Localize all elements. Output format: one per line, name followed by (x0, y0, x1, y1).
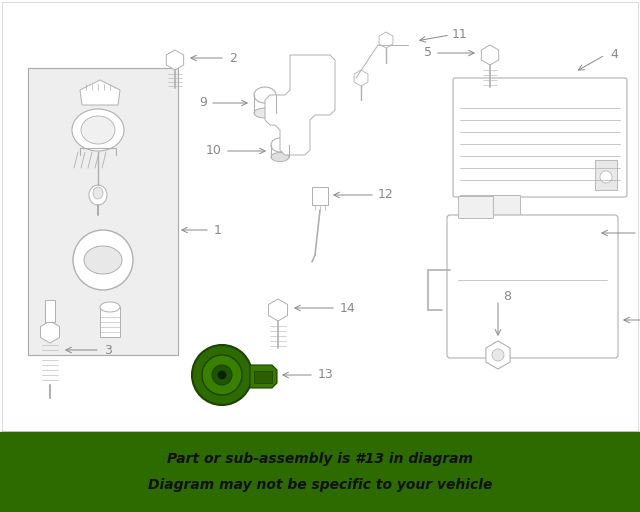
Circle shape (492, 349, 504, 361)
Text: Part or sub-assembly is #13 in diagram: Part or sub-assembly is #13 in diagram (167, 452, 473, 466)
Text: 3: 3 (104, 344, 112, 356)
Text: 5: 5 (424, 47, 432, 59)
FancyBboxPatch shape (453, 78, 627, 197)
Text: 8: 8 (503, 290, 511, 304)
Ellipse shape (81, 116, 115, 144)
Polygon shape (40, 321, 60, 343)
Text: Diagram may not be specific to your vehicle: Diagram may not be specific to your vehi… (148, 478, 492, 492)
Polygon shape (166, 50, 184, 70)
Polygon shape (481, 45, 499, 65)
Text: 10: 10 (206, 144, 222, 158)
Polygon shape (379, 32, 393, 48)
Text: 4: 4 (610, 48, 618, 60)
Polygon shape (265, 55, 335, 155)
Text: 2: 2 (229, 52, 237, 65)
Bar (595, 160, 617, 190)
Bar (254, 371, 272, 383)
Ellipse shape (573, 228, 587, 238)
Ellipse shape (84, 246, 122, 274)
Circle shape (73, 230, 133, 290)
Text: 13: 13 (318, 369, 333, 381)
Ellipse shape (254, 87, 276, 103)
Circle shape (218, 371, 226, 379)
Bar (564, 219, 596, 247)
Polygon shape (250, 365, 277, 388)
Text: 12: 12 (378, 188, 394, 202)
FancyBboxPatch shape (447, 215, 618, 358)
Text: 14: 14 (340, 302, 356, 314)
Text: 1: 1 (214, 224, 222, 237)
Bar (28, 68, 178, 355)
Bar (0, 432, 640, 512)
Bar (45, 300, 55, 322)
Ellipse shape (271, 153, 289, 161)
Circle shape (192, 345, 252, 405)
Polygon shape (354, 70, 368, 86)
Ellipse shape (89, 185, 107, 205)
Polygon shape (268, 299, 287, 321)
Ellipse shape (254, 108, 276, 118)
Polygon shape (486, 341, 510, 369)
Ellipse shape (93, 187, 103, 199)
Bar (100, 307, 120, 337)
Bar (2, 2, 638, 431)
Ellipse shape (100, 302, 120, 312)
Bar (458, 196, 493, 218)
Bar (460, 195, 520, 215)
Bar (312, 187, 328, 205)
Circle shape (600, 171, 612, 183)
Ellipse shape (271, 138, 289, 152)
Text: 11: 11 (452, 29, 468, 41)
Polygon shape (80, 80, 120, 105)
Ellipse shape (72, 109, 124, 151)
Circle shape (212, 365, 232, 385)
Circle shape (202, 355, 242, 395)
Text: 9: 9 (199, 96, 207, 110)
